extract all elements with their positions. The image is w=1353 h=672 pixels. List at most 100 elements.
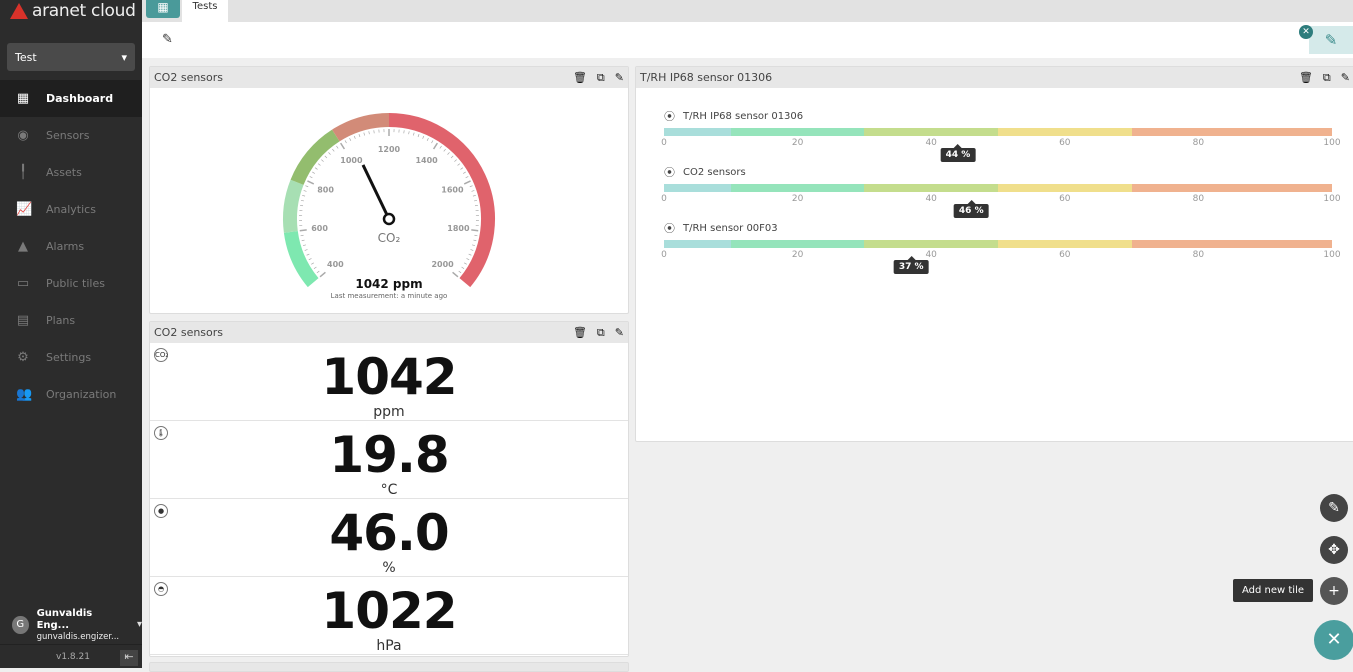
edit-dashboard-icon[interactable]: ✎ — [162, 32, 173, 47]
avatar: G — [12, 616, 29, 634]
bar-segment — [664, 240, 731, 248]
sensor-name: CO2 sensors — [683, 167, 746, 178]
gauge-tick — [454, 160, 456, 162]
sidebar-item-label: Analytics — [46, 203, 96, 216]
reading-unit: hPa — [150, 639, 628, 653]
bar-segment — [864, 184, 998, 192]
sidebar-item-plans[interactable]: ▤Plans — [0, 302, 142, 339]
bar-segment — [864, 128, 998, 136]
sidebar-item-public-tiles[interactable]: ▭Public tiles — [0, 265, 142, 302]
bar-segment — [731, 184, 865, 192]
gauge-tick — [341, 143, 345, 149]
gauge-tick-label: 2000 — [431, 260, 454, 269]
edit-mode-button[interactable]: ✎ — [1309, 26, 1353, 54]
edit-icon[interactable]: ✎ — [615, 326, 624, 340]
bar-segment — [731, 240, 865, 248]
close-icon: ✕ — [1326, 629, 1341, 650]
sidebar-item-alarms[interactable]: ▲Alarms — [0, 228, 142, 265]
add-tile-tooltip: Add new tile — [1233, 579, 1313, 602]
copy-icon[interactable]: ⧉ — [597, 71, 605, 85]
tile-title: T/RH IP68 sensor 01306 — [640, 71, 772, 84]
gauge-tick — [374, 130, 375, 133]
gauge-tick — [467, 258, 470, 259]
tick-label: 0 — [661, 194, 667, 204]
chevron-down-icon: ▾ — [137, 619, 142, 630]
sidebar-item-sensors[interactable]: ◉Sensors — [0, 117, 142, 154]
copy-icon[interactable]: ⧉ — [1323, 71, 1331, 85]
edit-tile-button[interactable]: ✎ — [1320, 494, 1348, 522]
gauge-tick — [332, 149, 334, 151]
gauge-tick — [466, 176, 469, 177]
gauge-tick — [345, 140, 346, 143]
user-menu[interactable]: G Gunvaldis Eng...gunvaldis.engizer... ▾ — [0, 605, 142, 645]
bar-segment — [864, 240, 998, 248]
tick-label: 60 — [1059, 250, 1070, 260]
sidebar-item-organization[interactable]: 👥Organization — [0, 376, 142, 413]
alarm-icon: ▲ — [16, 239, 30, 254]
sidebar-item-settings[interactable]: ⚙Settings — [0, 339, 142, 376]
gauge-tick — [427, 138, 428, 141]
dashboard-tabs-icon[interactable]: ▦ — [146, 0, 180, 18]
move-tile-button[interactable]: ✥ — [1320, 536, 1348, 564]
gauge-tick — [336, 146, 338, 148]
copy-icon[interactable]: ⧉ — [597, 326, 605, 340]
bar-segment — [664, 184, 731, 192]
gauge-tick — [464, 263, 467, 265]
gauge-tick — [305, 186, 308, 187]
gauge-tick — [423, 136, 424, 139]
gauge-tick — [469, 254, 472, 255]
bar-segment — [731, 128, 865, 136]
gauge-tick — [321, 160, 323, 162]
logo-text: aranet cloud — [32, 1, 136, 21]
gauge-tick-label: 1600 — [441, 185, 464, 194]
close-edit-mode-icon[interactable]: ✕ — [1299, 25, 1313, 39]
sidebar-item-label: Settings — [46, 351, 91, 364]
tick-label: 60 — [1059, 194, 1070, 204]
analytics-icon: 📈 — [16, 202, 30, 217]
pressure-gauge-icon: ◓ — [154, 582, 168, 596]
tab-bar: ▦ Tests — [142, 0, 1353, 22]
battery-tile: T/RH IP68 sensor 01306🗑⧉✎ ⦿T/RH IP68 sen… — [635, 66, 1353, 442]
collapse-sidebar-icon[interactable]: ⇤ — [120, 650, 138, 666]
gauge-tick — [328, 152, 330, 154]
gauge-tick — [359, 134, 360, 137]
dashboard-select-value: Test — [15, 51, 37, 63]
edit-icon[interactable]: ✎ — [1341, 71, 1350, 85]
gauge-tick — [451, 156, 453, 158]
tick-label: 80 — [1193, 250, 1204, 260]
gauge-band — [290, 182, 297, 232]
delete-icon[interactable]: 🗑 — [1299, 71, 1313, 85]
gauge-tick — [369, 131, 370, 134]
delete-icon[interactable]: 🗑 — [573, 326, 587, 340]
tab-tests[interactable]: Tests — [182, 0, 228, 22]
sidebar-item-assets[interactable]: ╿Assets — [0, 154, 142, 191]
edit-icon[interactable]: ✎ — [615, 71, 624, 85]
delete-icon[interactable]: 🗑 — [573, 71, 587, 85]
sidebar-item-analytics[interactable]: 📈 Analytics — [0, 191, 142, 228]
gauge-tick — [318, 164, 320, 166]
gauge-tick — [413, 133, 414, 136]
dashboard-icon: ▦ — [16, 91, 30, 106]
add-tile-button[interactable]: + — [1320, 577, 1348, 605]
tile-title: CO2 sensors — [154, 326, 223, 339]
gauge-tick-label: 400 — [327, 260, 344, 269]
gauge-tick — [432, 140, 433, 143]
sidebar-item-label: Dashboard — [46, 92, 113, 105]
co2-icon: CO₂ — [154, 348, 168, 362]
sidebar-item-label: Public tiles — [46, 277, 105, 290]
reading-unit: °C — [150, 483, 628, 497]
sidebar-item-dashboard[interactable]: ▦ Dashboard — [0, 80, 142, 117]
sidebar-nav: ▦ Dashboard ◉Sensors╿Assets 📈 Analytics ▲Alar… — [0, 80, 142, 413]
dashboard-select[interactable]: Test▾ — [7, 43, 135, 71]
logo[interactable]: aranet cloud — [0, 0, 142, 22]
tick-label: 40 — [925, 138, 936, 148]
gauge-tick — [307, 254, 310, 255]
close-fab-menu-button[interactable]: ✕ — [1314, 620, 1353, 660]
gauge-tick — [350, 138, 351, 141]
battery-bar — [664, 128, 1332, 136]
aranet-logo-icon — [10, 3, 28, 19]
tick-label: 0 — [661, 250, 667, 260]
